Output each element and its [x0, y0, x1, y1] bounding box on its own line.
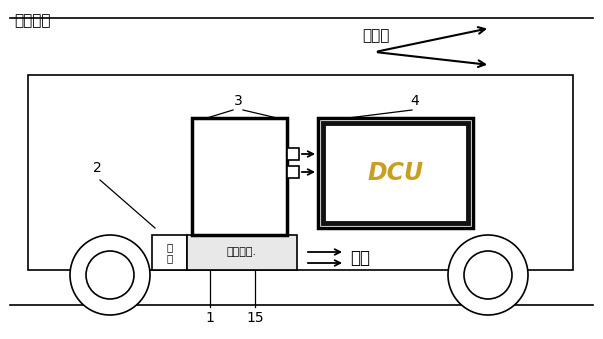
- Circle shape: [70, 235, 150, 315]
- Circle shape: [448, 235, 528, 315]
- Circle shape: [464, 251, 512, 299]
- Bar: [287, 166, 299, 178]
- Text: 风
机: 风 机: [166, 242, 172, 263]
- Text: 制动元件.: 制动元件.: [227, 247, 257, 258]
- Text: 15: 15: [246, 311, 264, 325]
- Bar: [318, 118, 473, 228]
- Bar: [323, 123, 468, 223]
- Bar: [152, 235, 187, 270]
- Text: 直流母线: 直流母线: [14, 13, 51, 28]
- Text: 1: 1: [206, 311, 215, 325]
- Text: 受电弓: 受电弓: [362, 28, 390, 43]
- Text: 4: 4: [411, 94, 419, 108]
- Bar: [187, 235, 297, 270]
- Bar: [28, 75, 573, 270]
- Text: DCU: DCU: [367, 161, 423, 185]
- Circle shape: [86, 251, 134, 299]
- Text: 2: 2: [93, 161, 101, 175]
- Text: 热能: 热能: [350, 248, 370, 266]
- Bar: [287, 148, 299, 160]
- Text: 3: 3: [233, 94, 242, 108]
- Bar: [192, 118, 287, 235]
